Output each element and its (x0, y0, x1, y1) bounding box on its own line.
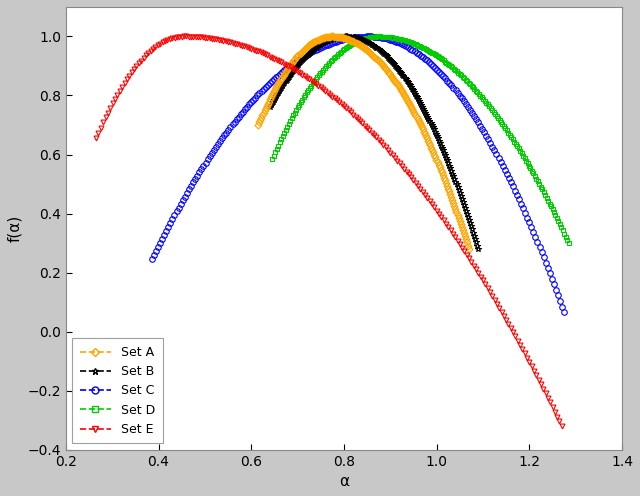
Y-axis label: f(α): f(α) (7, 215, 22, 242)
X-axis label: α: α (339, 474, 349, 489)
Legend: Set A, Set B, Set C, Set D, Set E: Set A, Set B, Set C, Set D, Set E (72, 338, 163, 443)
